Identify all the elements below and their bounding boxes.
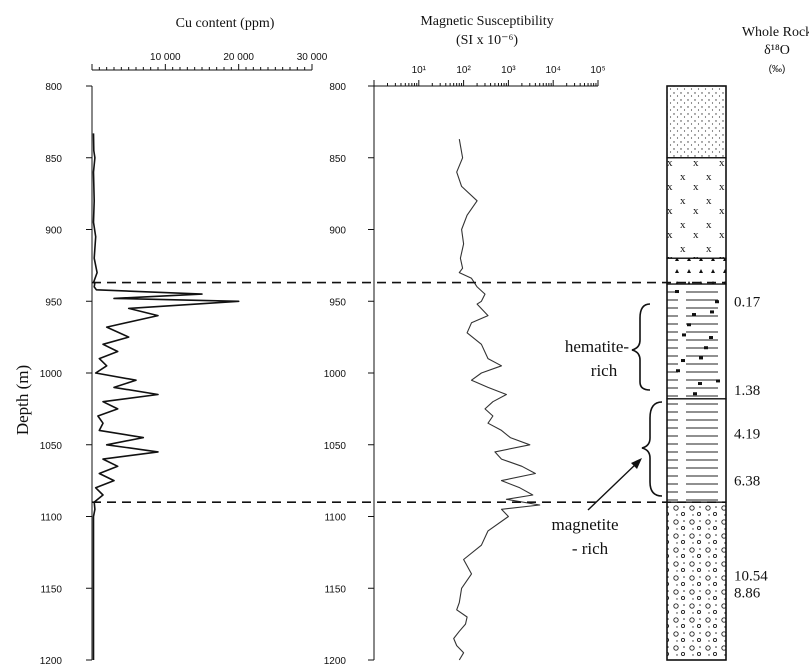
hematite-label-line2: rich (591, 361, 618, 380)
breccia-fragment (692, 313, 696, 317)
mag-series-line (453, 139, 541, 661)
lithology-unit-lines (666, 398, 727, 503)
breccia-fragment (709, 336, 713, 340)
cu-y-tick-label: 1200 (40, 656, 63, 667)
breccia-fragment (682, 333, 686, 337)
mag-x-ticks: 10¹ 10² 10³ 10⁴ 10⁵ (373, 65, 606, 86)
lithology-column-outline (666, 85, 727, 661)
magnetite-label-line2: - rich (572, 539, 609, 558)
mag-y-tick-label: 1100 (324, 513, 346, 524)
mag-y-tick-label: 1050 (324, 441, 347, 452)
magnetite-arrow-head (631, 458, 642, 469)
lithology-column (666, 85, 727, 661)
mag-y-tick-label: 900 (329, 226, 346, 237)
cu-y-tick-label: 850 (45, 154, 62, 165)
mag-x-tick-label: 10³ (501, 65, 516, 76)
mag-x-tick-label: 10⁵ (590, 65, 605, 76)
mag-y-tick-label: 950 (329, 297, 346, 308)
lithology-unit-fine-dots (666, 85, 727, 159)
cu-x-tick-label: 20 000 (223, 52, 254, 63)
magnetite-label-line1: magnetite (551, 515, 618, 534)
breccia-fragment (681, 359, 685, 363)
breccia-fragment (715, 300, 719, 304)
cu-y-tick-label: 1150 (40, 584, 62, 595)
mag-panel-title-line1: Magnetic Susceptibility (420, 14, 553, 29)
isotope-value: 8.86 (734, 586, 761, 602)
lithology-unit-crosses (666, 157, 727, 259)
isotope-value: 1.38 (734, 383, 760, 399)
isotope-value: 10.54 (734, 568, 768, 584)
cu-y-tick-label: 800 (45, 82, 62, 93)
breccia-fragment (698, 382, 702, 386)
breccia-fragment (693, 392, 697, 396)
breccia-fragment (699, 356, 703, 360)
mag-y-tick-label: 1000 (324, 369, 347, 380)
isotope-title-line2: δ¹⁸O (764, 43, 790, 58)
isotope-title-line1: Whole Rock (742, 25, 809, 40)
breccia-fragment (710, 310, 714, 314)
mag-x-tick-label: 10² (456, 65, 471, 76)
isotope-values: 0.17 1.38 4.19 6.38 10.54 8.86 (734, 294, 768, 601)
isotope-value: 6.38 (734, 474, 760, 490)
cu-y-ticks: 800 850 900 950 1000 1050 1100 1150 1200 (40, 82, 92, 667)
y-axis-label: Depth (m) (13, 365, 32, 435)
lithology-unit-conglomerate (666, 501, 727, 661)
isotope-title-line3: (‰) (769, 64, 786, 75)
cu-y-tick-label: 1100 (40, 513, 62, 524)
magnetite-brace (641, 401, 663, 497)
mag-x-tick-label: 10⁴ (545, 65, 560, 76)
lithology-unit-triangles (666, 257, 727, 285)
cu-y-tick-label: 1000 (40, 369, 63, 380)
mag-y-tick-label: 1200 (324, 656, 347, 667)
cu-panel-title: Cu content (ppm) (176, 16, 275, 31)
breccia-fragment (716, 379, 720, 383)
cu-series-line (92, 133, 240, 660)
mag-y-ticks: 800 850 900 950 1000 1050 1100 1150 1200 (324, 82, 374, 667)
isotope-value: 0.17 (734, 294, 761, 310)
mag-y-tick-label: 850 (329, 154, 346, 165)
cu-x-tick-label: 10 000 (150, 52, 181, 63)
mag-x-tick-label: 10¹ (412, 65, 427, 76)
mag-y-tick-label: 1150 (324, 584, 346, 595)
breccia-fragment (675, 290, 679, 294)
breccia-fragment (676, 369, 680, 373)
cu-y-tick-label: 950 (45, 297, 62, 308)
cu-y-tick-label: 1050 (40, 441, 63, 452)
cu-x-tick-label: 30 000 (297, 52, 328, 63)
breccia-fragment (704, 346, 708, 350)
breccia-fragment (687, 323, 691, 327)
isotope-value: 4.19 (734, 426, 760, 442)
hematite-label-line1: hematite- (565, 337, 630, 356)
cu-x-ticks: 10 000 20 000 30 000 (91, 52, 328, 70)
cu-y-tick-label: 900 (45, 226, 62, 237)
magnetite-arrow-shaft (587, 461, 639, 511)
mag-panel-title-line2: (SI x 10⁻⁶) (456, 33, 518, 48)
mag-y-tick-label: 800 (329, 82, 346, 93)
hematite-brace (631, 303, 651, 391)
